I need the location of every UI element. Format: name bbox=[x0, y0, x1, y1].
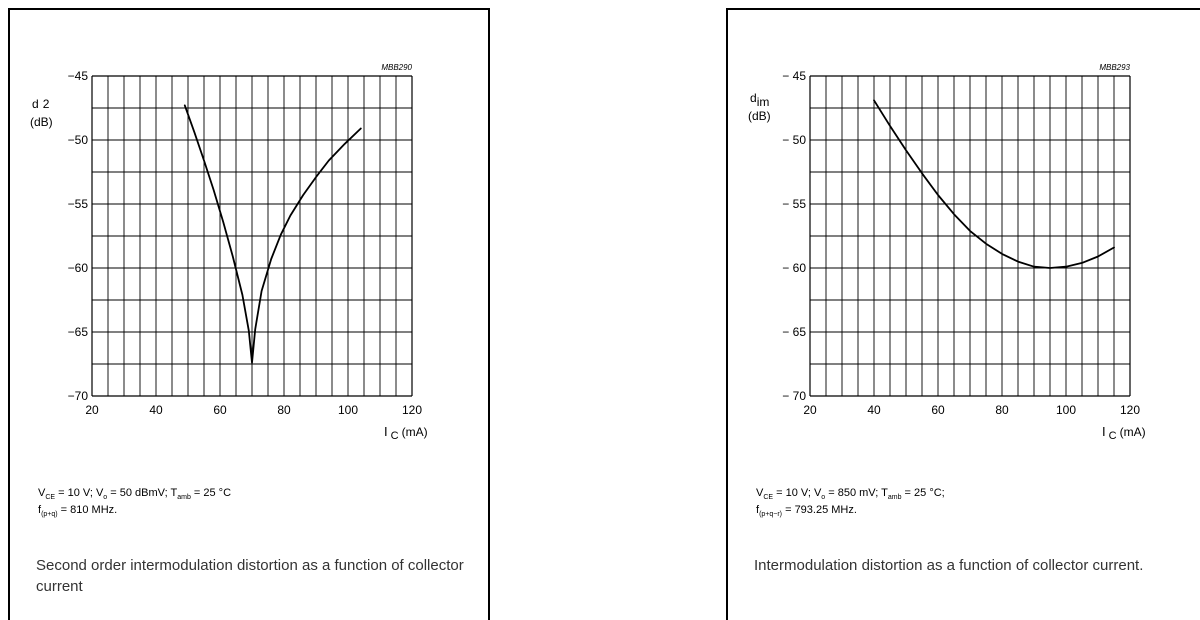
x-axis-label: I C (mA) bbox=[1102, 424, 1146, 442]
x-tick-label: 120 bbox=[1120, 403, 1140, 417]
figure-code: MBB290 bbox=[381, 63, 412, 72]
x-tick-label: 100 bbox=[1056, 403, 1076, 417]
y-tick-label: −70 bbox=[68, 389, 89, 403]
x-tick-label: 80 bbox=[995, 403, 1009, 417]
x-tick-label: 40 bbox=[867, 403, 881, 417]
data-curve bbox=[873, 99, 1115, 269]
y-tick-label: −45 bbox=[68, 69, 89, 83]
y-tick-label: −60 bbox=[68, 261, 89, 275]
conditions-line-1: VCE = 10 V; Vo = 850 mV; Tamb = 25 °C; bbox=[756, 487, 945, 502]
y-tick-label: − 70 bbox=[782, 389, 806, 403]
chart-panel-left: 20 40 60 80 100 120 −45 −50 −55 −60 −65 −70 MBB290 d 2… bbox=[8, 8, 490, 620]
data-curve bbox=[183, 104, 362, 364]
x-tick-label: 60 bbox=[213, 403, 227, 417]
conditions-line-2: f(p+q) = 810 MHz. bbox=[38, 504, 118, 519]
x-axis-label: I C (mA) bbox=[384, 424, 428, 442]
y-tick-label: −65 bbox=[68, 325, 89, 339]
x-tick-label: 40 bbox=[149, 403, 163, 417]
conditions-line-1: VCE = 10 V; Vo = 50 dBmV; Tamb = 25 °C bbox=[38, 487, 232, 502]
y-tick-label: −50 bbox=[68, 133, 89, 147]
y-axis-unit: (dB) bbox=[30, 115, 53, 129]
chart-plot-left: 20 40 60 80 100 120 −45 −50 −55 −60 −65 −70 MBB290 d 2… bbox=[30, 63, 428, 442]
chart-panel-right: 20 40 60 80 100 120 − 45 − 50 − 55 − 60 − 65 − 70 MB… bbox=[726, 8, 1200, 620]
x-tick-label: 100 bbox=[338, 403, 358, 417]
x-tick-label: 60 bbox=[931, 403, 945, 417]
x-tick-label: 20 bbox=[85, 403, 99, 417]
y-tick-label: − 65 bbox=[782, 325, 806, 339]
x-tick-label: 120 bbox=[402, 403, 422, 417]
conditions-line-2: f(p+q−r) = 793.25 MHz. bbox=[756, 504, 857, 519]
y-tick-label: − 55 bbox=[782, 197, 806, 211]
y-tick-label: − 60 bbox=[782, 261, 806, 275]
y-tick-label: − 50 bbox=[782, 133, 806, 147]
y-axis-unit: (dB) bbox=[748, 109, 771, 123]
figure-code: MBB293 bbox=[1099, 63, 1130, 72]
chart-plot-right: 20 40 60 80 100 120 − 45 − 50 − 55 − 60 − 65 − 70 MB… bbox=[748, 63, 1146, 442]
figure-caption: Intermodulation distortion as a function… bbox=[754, 557, 1144, 574]
figure-caption: Second order intermodulation distortion … bbox=[36, 557, 464, 595]
y-axis-label: dim bbox=[750, 91, 769, 109]
x-tick-label: 20 bbox=[803, 403, 817, 417]
y-tick-label: − 45 bbox=[782, 69, 806, 83]
x-tick-label: 80 bbox=[277, 403, 291, 417]
y-tick-label: −55 bbox=[68, 197, 89, 211]
